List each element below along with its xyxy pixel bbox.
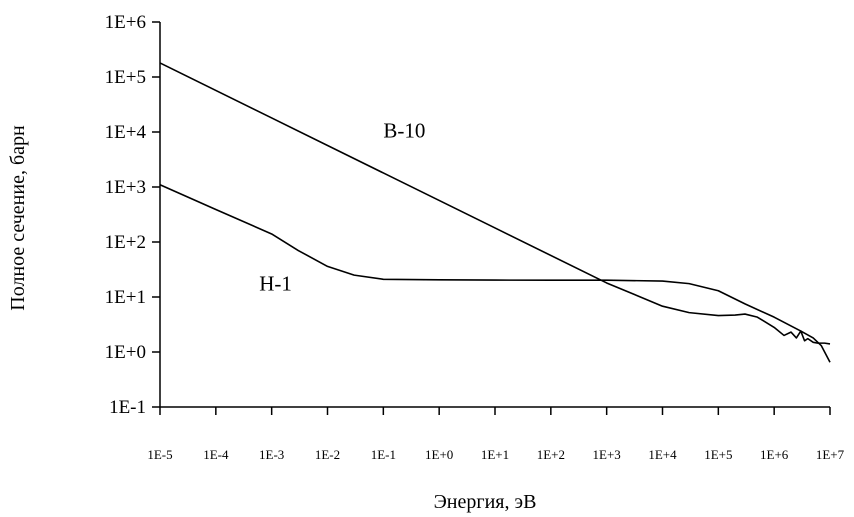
x-tick-label: 1E+5 <box>704 447 732 462</box>
axes <box>159 22 830 408</box>
x-tick-label: 1E-4 <box>203 447 229 462</box>
y-tick-label: 1E+4 <box>105 122 147 143</box>
series-label-b-10: B-10 <box>383 118 425 142</box>
series-label-h-1: H-1 <box>259 272 292 296</box>
x-tick-label: 1E+6 <box>760 447 789 462</box>
x-tick-label: 1E+3 <box>593 447 621 462</box>
x-tick-label: 1E+4 <box>648 447 677 462</box>
x-tick-label: 1E-3 <box>259 447 284 462</box>
y-tick-label: 1E+0 <box>105 342 146 363</box>
y-tick-label: 1E+3 <box>105 177 146 198</box>
x-tick-label: 1E-2 <box>315 447 340 462</box>
y-tick-label: 1E+6 <box>105 12 146 33</box>
y-tick-label: 1E+1 <box>105 287 146 308</box>
x-axis-title: Энергия, эВ <box>434 491 537 513</box>
x-tick-label: 1E+7 <box>816 447 845 462</box>
y-axis-title: Полное сечение, барн <box>7 125 29 311</box>
x-tick-label: 1E+1 <box>481 447 509 462</box>
series-lines <box>159 62 831 363</box>
x-tick-label: 1E+2 <box>537 447 565 462</box>
series-line-b-10 <box>159 62 831 345</box>
series-line-h-1 <box>159 183 831 363</box>
series-labels: B-10 H-1 <box>259 118 425 295</box>
y-tick-label: 1E-1 <box>109 397 146 418</box>
x-tick-label: 1E-1 <box>371 447 396 462</box>
y-tick-label: 1E+5 <box>105 67 146 88</box>
y-tick-label: 1E+2 <box>105 232 146 253</box>
ticks: 1E-1 1E+0 1E+1 1E+2 1E+3 1E+4 1E+5 1E+6 1E-5 1E-4… <box>105 12 845 462</box>
x-tick-label: 1E-5 <box>147 447 172 462</box>
x-tick-label: 1E+0 <box>425 447 453 462</box>
